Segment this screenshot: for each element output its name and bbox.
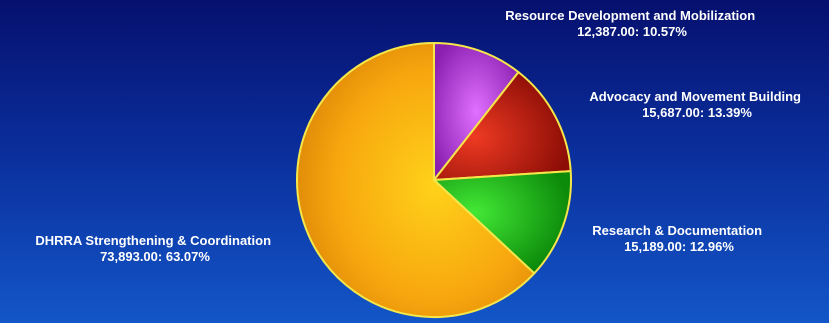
- slice-advocacy: [433, 71, 572, 181]
- slice-label-resource-development: Resource Development and Mobilization 12…: [505, 8, 759, 39]
- slice-research: [433, 170, 572, 275]
- slice-value-resource-development: 12,387.00: 10.57%: [577, 24, 687, 39]
- slice-value-research: 15,189.00: 12.96%: [624, 239, 734, 254]
- slice-label-advocacy: Advocacy and Movement Building 15,687.00…: [589, 89, 804, 120]
- slice-label-research: Research & Documentation 15,189.00: 12.9…: [592, 223, 765, 254]
- slice-value-advocacy: 15,687.00: 13.39%: [642, 105, 752, 120]
- slice-label-dhrra: DHRRA Strengthening & Coordination 73,89…: [35, 233, 274, 264]
- slice-resource-development: [433, 42, 520, 181]
- slice-value-dhrra: 73,893.00: 63.07%: [100, 249, 210, 264]
- slice-dhrra: [296, 42, 536, 318]
